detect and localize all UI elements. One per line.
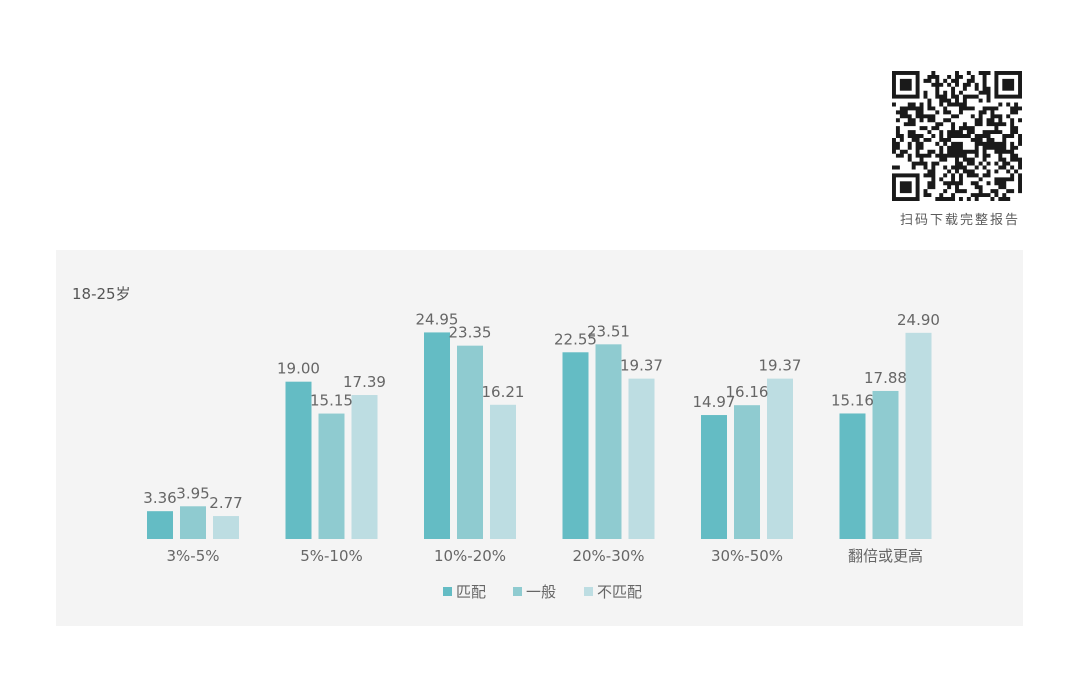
bar-0-3 bbox=[562, 352, 589, 539]
value-label-0-4: 14.97 bbox=[693, 393, 736, 411]
x-tick-label-4: 30%-50% bbox=[711, 547, 783, 565]
value-label-2-5: 24.90 bbox=[897, 311, 940, 329]
legend: 匹配 一般 不匹配 bbox=[443, 583, 642, 601]
legend-item-2: 不匹配 bbox=[584, 583, 642, 601]
legend-swatch-2 bbox=[584, 587, 593, 596]
legend-label-2: 不匹配 bbox=[597, 583, 642, 601]
bar-chart: 18-25岁 3.36 3.952.7719.0015.1517.3924.952… bbox=[72, 285, 940, 601]
chart-panel: 18-25岁 3.36 3.95 2.77 19.00 15.15 17.39 24.95 2… bbox=[56, 250, 1023, 626]
bar-1-3 bbox=[595, 344, 622, 539]
x-tick-label-5: 翻倍或更高 bbox=[848, 547, 923, 565]
legend-label-0: 匹配 bbox=[456, 583, 486, 601]
legend-swatch-0 bbox=[443, 587, 452, 596]
qr-code-icon bbox=[892, 71, 1022, 201]
value-label-1-3: 23.51 bbox=[587, 322, 630, 340]
legend-swatch-1 bbox=[513, 587, 522, 596]
legend-label-1: 一般 bbox=[526, 583, 556, 601]
value-label-1-1: 15.15 bbox=[310, 392, 353, 410]
bar-0-4 bbox=[701, 415, 727, 539]
bar-2-2 bbox=[490, 404, 516, 539]
x-tick-label-3: 20%-30% bbox=[572, 547, 644, 565]
chart-subtitle: 18-25岁 bbox=[72, 285, 131, 303]
legend-item-0: 匹配 bbox=[443, 583, 486, 601]
value-label-0-2: 24.95 bbox=[416, 310, 459, 328]
value-label-2-2: 16.21 bbox=[482, 383, 525, 401]
value-label-0-3: 22.55 bbox=[554, 330, 597, 348]
value-label-1-5: 17.88 bbox=[864, 369, 907, 387]
value-label-1-2: 23.35 bbox=[449, 324, 492, 342]
bar-0-0 bbox=[147, 511, 173, 539]
bar-0-2 bbox=[424, 332, 450, 539]
bar-1-2 bbox=[457, 345, 483, 539]
value-label-1-4: 16.16 bbox=[726, 383, 769, 401]
bar-2-3 bbox=[628, 378, 655, 539]
bar-2-0 bbox=[213, 516, 239, 539]
value-label-0-1: 19.00 bbox=[277, 360, 320, 378]
value-label-0-5: 15.16 bbox=[831, 391, 874, 409]
bar-2-1 bbox=[351, 395, 378, 539]
x-tick-label-0: 3%-5% bbox=[166, 547, 219, 565]
bar-1-0 bbox=[180, 506, 206, 539]
bar-2-5 bbox=[905, 332, 932, 539]
value-label-2-4: 19.37 bbox=[759, 357, 802, 375]
bar-1-4 bbox=[734, 405, 760, 539]
value-label-0-0: 3.36 bbox=[143, 489, 176, 507]
bar-2-4 bbox=[767, 378, 793, 539]
value-label-1-0: 3.95 bbox=[176, 484, 209, 502]
x-tick-label-2: 10%-20% bbox=[434, 547, 506, 565]
x-tick-label-1: 5%-10% bbox=[300, 547, 363, 565]
bar-1-1 bbox=[318, 413, 345, 539]
x-tick-labels: 3%-5% 5%-10% 10%-20% 20%-30% 30%-50% 翻倍或更高 bbox=[166, 547, 923, 565]
value-label-2-0: 2.77 bbox=[209, 494, 242, 512]
qr-block: 扫码下载完整报告 bbox=[892, 71, 1024, 228]
value-label-2-1: 17.39 bbox=[343, 373, 386, 391]
legend-item-1: 一般 bbox=[513, 583, 556, 601]
bar-0-5 bbox=[839, 413, 866, 539]
bars-layer bbox=[147, 332, 932, 539]
value-label-2-3: 19.37 bbox=[620, 357, 663, 375]
bar-1-5 bbox=[872, 390, 899, 539]
bar-0-1 bbox=[285, 381, 312, 539]
qr-caption: 扫码下载完整报告 bbox=[899, 213, 1020, 228]
